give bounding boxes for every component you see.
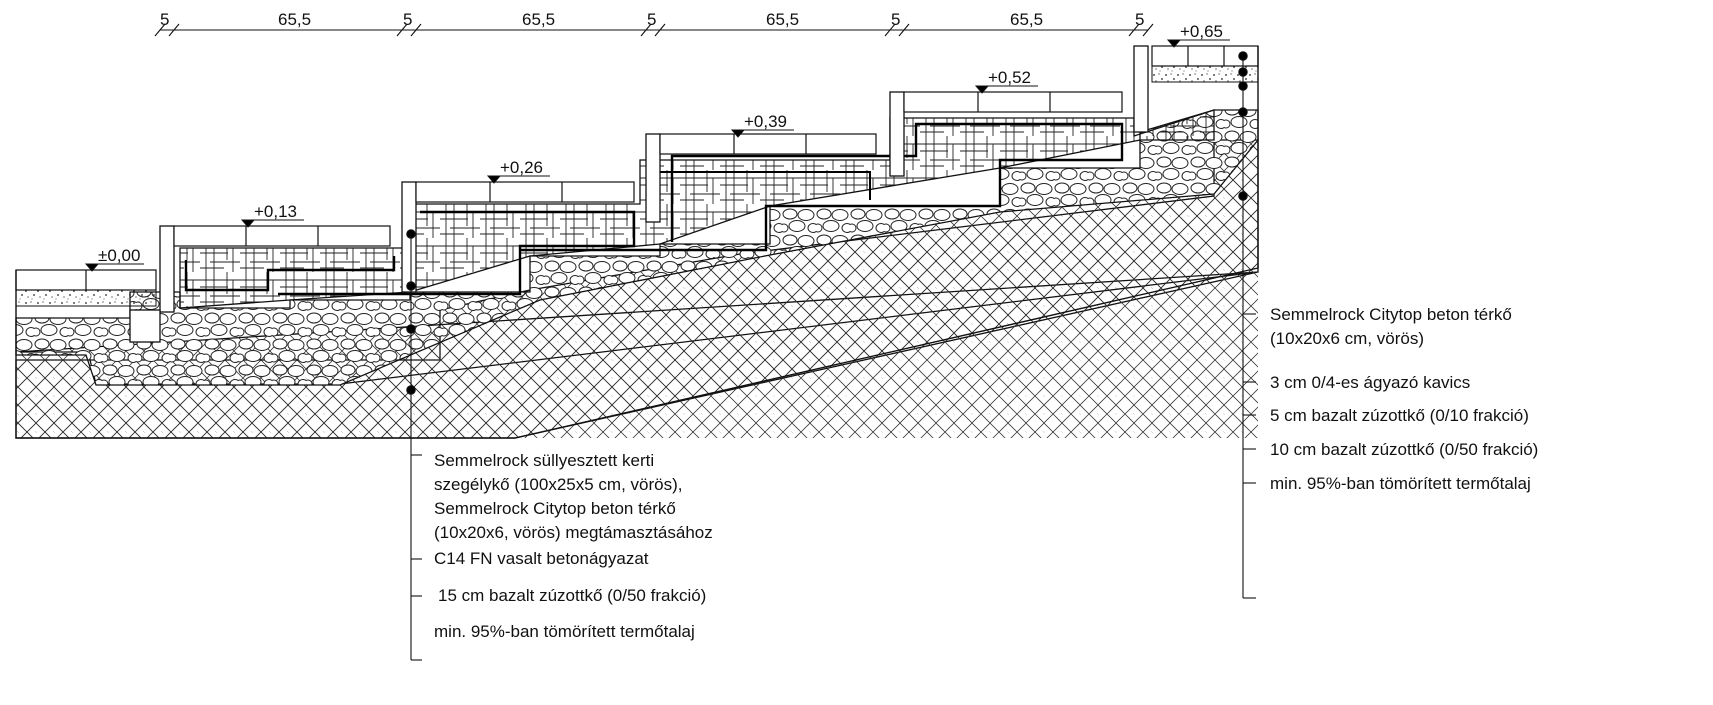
right-callout-leader xyxy=(1238,51,1256,599)
step-4-pavers xyxy=(903,91,1123,113)
step-2-pavers xyxy=(415,181,635,203)
curb-0 xyxy=(129,309,161,343)
left-bedding xyxy=(15,289,157,307)
step-1-pavers xyxy=(173,225,391,247)
step-3-pavers xyxy=(659,133,877,155)
level-052: +0,52 xyxy=(988,68,1031,87)
level-000: ±0,00 xyxy=(98,246,140,265)
left-callout-4: (10x20x6, vörös) megtámasztásához xyxy=(434,523,713,542)
dim-7: 5 xyxy=(891,10,900,29)
right-callout-3: 3 cm 0/4-es ágyazó kavics xyxy=(1270,373,1470,392)
dim-8: 65,5 xyxy=(1010,10,1043,29)
right-callout-6: min. 95%-ban tömörített termőtalaj xyxy=(1270,474,1531,493)
level-026: +0,26 xyxy=(500,158,543,177)
left-callout-6: 15 cm bazalt zúzottkő (0/50 frakció) xyxy=(438,586,706,605)
dim-2: 65,5 xyxy=(278,10,311,29)
curb-1 xyxy=(159,225,175,313)
level-065: +0,65 xyxy=(1180,22,1223,41)
soil-fill xyxy=(16,272,1258,438)
dim-9: 5 xyxy=(1135,10,1144,29)
dim-1: 5 xyxy=(160,10,169,29)
left-callout-2: szegélykő (100x25x5 cm, vörös), xyxy=(434,475,683,494)
dimension-chain xyxy=(154,23,1154,37)
dim-5: 5 xyxy=(647,10,656,29)
rebar-line-4 xyxy=(660,171,871,200)
left-callout-5: C14 FN vasalt betonágyazat xyxy=(434,549,649,568)
right-callout-2: (10x20x6 cm, vörös) xyxy=(1270,329,1424,348)
right-callout-1: Semmelrock Citytop beton térkő xyxy=(1270,305,1512,324)
right-callout-4: 5 cm bazalt zúzottkő (0/10 frakció) xyxy=(1270,406,1529,425)
curb-3 xyxy=(645,133,661,223)
section-outline xyxy=(15,46,1259,439)
concrete-bed xyxy=(179,109,1215,309)
curb-5 xyxy=(1133,45,1149,133)
level-013: +0,13 xyxy=(254,202,297,221)
dim-3: 5 xyxy=(403,10,412,29)
rebar-line-1 xyxy=(184,256,396,292)
level-039: +0,39 xyxy=(744,112,787,131)
rebar-line-2 xyxy=(278,210,636,296)
left-callout-leader xyxy=(406,229,422,661)
right-callout-5: 10 cm bazalt zúzottkő (0/50 frakció) xyxy=(1270,440,1538,459)
curb-4 xyxy=(889,91,905,177)
soil-upper-fill xyxy=(340,140,1258,385)
left-callout-1: Semmelrock süllyesztett kerti xyxy=(434,451,654,470)
rebar-line-3 xyxy=(520,122,1124,252)
level-markers xyxy=(84,39,1230,272)
left-callout-3: Semmelrock Citytop beton térkő xyxy=(434,499,676,518)
dim-6: 65,5 xyxy=(766,10,799,29)
dim-4: 65,5 xyxy=(522,10,555,29)
left-callout-7: min. 95%-ban tömörített termőtalaj xyxy=(434,622,695,641)
